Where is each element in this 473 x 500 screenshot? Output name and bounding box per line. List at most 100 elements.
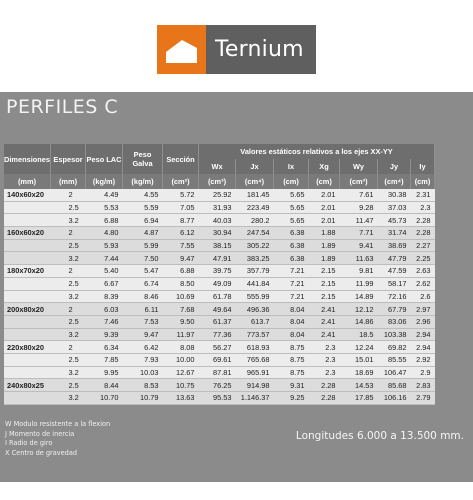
table-cell: 2 [50, 340, 86, 354]
table-cell: 8.44 [85, 378, 123, 392]
table-cell: 7.61 [339, 189, 378, 202]
unit-cell: (cm) [410, 174, 436, 189]
table-cell: 7.46 [85, 315, 123, 329]
table-cell: 6.03 [85, 302, 123, 316]
table-cell: 9.41 [339, 239, 378, 253]
brand-name: Ternium [215, 37, 304, 62]
table-cell: 2.3 [308, 340, 340, 354]
table-cell: 4.49 [85, 189, 123, 202]
table-cell: 247.54 [235, 226, 274, 240]
table-cell: 2.15 [308, 277, 340, 291]
table-cell: 7.50 [122, 251, 163, 266]
table-cell: 305.22 [235, 239, 274, 253]
table-cell: 5.47 [122, 264, 163, 278]
header-xg: Xg [308, 159, 341, 174]
table-cell: 180x70x20 [4, 264, 51, 278]
table-cell: 2.5 [50, 201, 86, 215]
table-cell: 8.39 [85, 290, 123, 304]
table-cell: 85.55 [377, 353, 411, 367]
table-row: 2.5 7.85 7.93 10.00 69.61 765.68 8.75 2.3 15.01 8… [4, 353, 435, 367]
header-iy: Iy [410, 159, 436, 174]
unit-cell: (cm) [308, 174, 341, 189]
table-cell: 496.36 [235, 302, 274, 316]
table-cell: 223.49 [235, 201, 274, 215]
table-cell: 31.74 [377, 226, 411, 240]
table-cell: 4.80 [85, 226, 123, 240]
table-cell: 38.15 [198, 239, 236, 253]
table-cell: 8.04 [273, 328, 309, 342]
table-cell: 69.82 [377, 340, 411, 354]
table-cell: 11.99 [339, 277, 378, 291]
unit-cell: (cm²) [162, 174, 200, 189]
table-cell [4, 251, 51, 266]
table-cell: 160x60x20 [4, 226, 51, 240]
table-cell: 6.74 [122, 277, 163, 291]
table-cell: 6.42 [122, 340, 163, 354]
table-cell: 10.03 [122, 366, 163, 380]
table-cell: 8.50 [162, 277, 199, 291]
unit-cell: (cm⁴) [235, 174, 275, 189]
unit-cell: (cm³) [339, 174, 379, 189]
table-row: 2.5 5.93 5.99 7.55 38.15 305.22 6.38 1.89 9.41 38… [4, 239, 435, 253]
table-cell: 25.92 [198, 189, 236, 202]
table-cell: 1.88 [308, 226, 340, 240]
table-cell [4, 290, 51, 304]
table-cell: 5.53 [85, 201, 123, 215]
unit-cell: (cm) [273, 174, 310, 189]
header-jx: Jx [235, 159, 275, 174]
table-cell: 6.12 [162, 226, 199, 240]
table-cell: 8.75 [273, 353, 309, 367]
table-cell: 10.69 [162, 290, 199, 304]
table-cell: 2.9 [410, 366, 435, 380]
table-cell: 7.93 [122, 353, 163, 367]
table-cell: 8.04 [273, 315, 309, 329]
table-cell: 555.99 [235, 290, 274, 304]
table-cell: 9.28 [339, 201, 378, 215]
table-cell: 2.15 [308, 290, 340, 304]
table-cell: 3.2 [50, 328, 86, 342]
table-row: 140x60x20 2 4.49 4.55 5.72 25.92 181.45 5.65 2.0… [4, 189, 435, 202]
table-cell: 2.62 [410, 277, 435, 291]
table-cell: 4.55 [122, 189, 163, 202]
table-row: 200x80x20 2 6.03 6.11 7.68 49.64 496.36 8.04 2.4… [4, 302, 435, 316]
table-cell: 76.25 [198, 378, 236, 392]
table-cell: 18.69 [339, 366, 378, 380]
table-cell: 2.41 [308, 328, 340, 342]
table-cell: 6.38 [273, 226, 309, 240]
table-cell: 3.2 [50, 213, 86, 228]
table-cell: 613.7 [235, 315, 274, 329]
table-cell: 6.38 [273, 239, 309, 253]
table-cell: 11.63 [339, 251, 378, 266]
table-cell: 69.61 [198, 353, 236, 367]
table-cell: 72.16 [377, 290, 411, 304]
table-cell: 9.25 [273, 391, 309, 405]
table-cell: 5.40 [85, 264, 123, 278]
table-cell: 3.2 [50, 391, 86, 405]
table-cell: 8.46 [122, 290, 163, 304]
table-cell: 47.79 [377, 251, 411, 266]
table-cell: 6.11 [122, 302, 163, 316]
table-cell: 30.38 [377, 189, 411, 202]
table-cell: 49.64 [198, 302, 236, 316]
header-peso-galva: Peso Galva [122, 144, 164, 174]
table-cell: 95.53 [198, 391, 236, 405]
table-cell: 2.15 [308, 264, 340, 278]
table-cell: 7.44 [85, 251, 123, 266]
table-cell: 2.94 [410, 340, 435, 354]
table-cell: 7.71 [339, 226, 378, 240]
table-cell: 8.75 [273, 366, 309, 380]
legend-item: W Modulo resistente a la flexion [5, 419, 111, 428]
table-cell: 5.65 [273, 213, 309, 228]
header-peso-lac: Peso LAC [85, 144, 124, 174]
table-cell: 2.92 [410, 353, 435, 367]
header-wy: Wy [339, 159, 379, 174]
unit-cell: (cm³) [198, 174, 237, 189]
table-cell: 2.3 [308, 353, 340, 367]
table-cell: 280.2 [235, 213, 274, 228]
table-cell: 2.63 [410, 264, 435, 278]
table-cell: 7.21 [273, 290, 309, 304]
table-cell: 2.83 [410, 378, 435, 392]
table-cell: 6.94 [122, 213, 163, 228]
table-cell: 2.97 [410, 302, 435, 316]
legend-item: I Radio de giro [5, 438, 53, 448]
